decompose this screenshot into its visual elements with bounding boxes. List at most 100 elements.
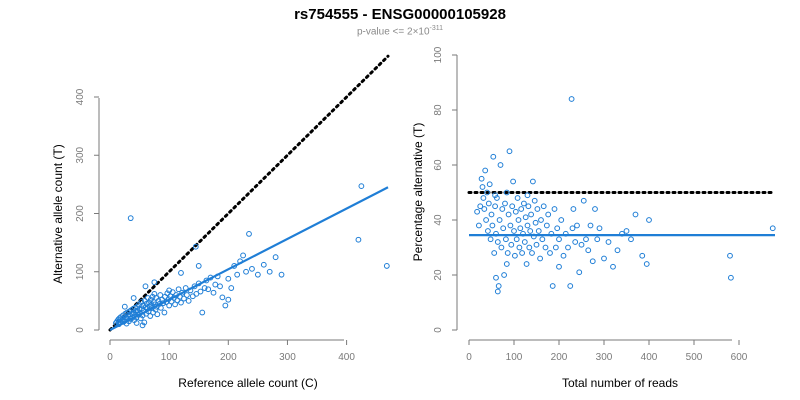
data-point bbox=[504, 250, 511, 256]
data-point bbox=[139, 322, 146, 329]
data-point bbox=[195, 280, 202, 287]
data-point bbox=[532, 219, 539, 226]
data-point bbox=[569, 225, 576, 232]
data-point bbox=[519, 250, 525, 256]
data-point bbox=[137, 315, 144, 322]
y-tick-label: 100 bbox=[433, 46, 444, 63]
panel-allele-counts: 0 100 200 300 400 0 100 200 300 400 Reference al… bbox=[51, 54, 390, 390]
data-point bbox=[520, 230, 526, 237]
x-tick-label: 300 bbox=[279, 352, 296, 363]
data-point bbox=[483, 217, 490, 223]
data-point bbox=[195, 263, 202, 269]
data-point bbox=[529, 250, 535, 256]
data-point bbox=[219, 294, 226, 301]
data-point bbox=[493, 274, 499, 281]
data-point bbox=[551, 206, 558, 212]
data-point bbox=[212, 281, 219, 288]
y-tick-label: 0 bbox=[75, 327, 86, 333]
data-point bbox=[222, 302, 229, 309]
data-point bbox=[728, 274, 734, 281]
data-point bbox=[210, 289, 217, 296]
data-point bbox=[605, 239, 612, 245]
data-point bbox=[501, 272, 508, 278]
data-point bbox=[524, 192, 531, 199]
data-point bbox=[594, 236, 601, 243]
data-point bbox=[480, 195, 487, 201]
data-point bbox=[130, 295, 137, 301]
y-ticks: 0 100 200 300 400 bbox=[75, 88, 99, 333]
x-tick-label: 400 bbox=[338, 352, 355, 363]
data-point bbox=[552, 244, 559, 251]
lines bbox=[108, 54, 390, 332]
data-point bbox=[497, 162, 504, 168]
data-point bbox=[601, 255, 607, 262]
data-point bbox=[540, 203, 547, 210]
data-point bbox=[500, 225, 507, 232]
data-point bbox=[214, 273, 221, 280]
data-point bbox=[157, 304, 164, 311]
data-point bbox=[531, 197, 538, 204]
data-point bbox=[562, 230, 569, 237]
points bbox=[474, 96, 776, 295]
data-point bbox=[266, 268, 273, 275]
data-point bbox=[237, 258, 244, 265]
data-point bbox=[592, 206, 598, 212]
data-point bbox=[155, 297, 162, 304]
data-point bbox=[179, 289, 186, 296]
data-point bbox=[178, 270, 184, 276]
data-point bbox=[503, 236, 509, 243]
data-point bbox=[479, 184, 486, 190]
data-point bbox=[518, 206, 525, 212]
data-point bbox=[576, 269, 583, 276]
data-point bbox=[260, 261, 267, 268]
data-point bbox=[574, 222, 580, 229]
data-point bbox=[272, 254, 279, 261]
data-point bbox=[515, 217, 522, 223]
data-point bbox=[207, 274, 214, 281]
data-point bbox=[537, 255, 543, 262]
data-point bbox=[197, 288, 204, 295]
data-point bbox=[217, 283, 223, 290]
data-point bbox=[484, 189, 490, 196]
data-point bbox=[583, 236, 589, 243]
x-tick-label: 0 bbox=[466, 352, 472, 363]
data-point bbox=[547, 250, 553, 256]
data-point bbox=[502, 200, 508, 207]
data-point bbox=[511, 228, 517, 234]
data-point bbox=[160, 300, 167, 307]
data-point bbox=[157, 292, 164, 298]
data-point bbox=[490, 153, 497, 160]
data-point bbox=[185, 297, 192, 304]
data-point bbox=[578, 241, 585, 248]
data-point bbox=[542, 244, 549, 251]
x-tick-label: 100 bbox=[506, 352, 523, 363]
data-point bbox=[477, 203, 484, 210]
data-point bbox=[482, 167, 489, 174]
data-point bbox=[121, 303, 128, 310]
data-point bbox=[491, 250, 498, 256]
data-point bbox=[187, 287, 194, 294]
pvalue-exponent: -311 bbox=[429, 25, 444, 32]
data-point bbox=[510, 178, 516, 185]
x-tick-label: 200 bbox=[551, 352, 568, 363]
data-point bbox=[355, 236, 362, 243]
data-point bbox=[151, 279, 158, 286]
panel-percentage: 0 100 200 300 400 500 600 0 20 40 60 80 100 Total n… bbox=[411, 46, 777, 390]
data-point bbox=[489, 222, 496, 229]
data-point bbox=[205, 286, 212, 293]
data-point bbox=[147, 313, 154, 319]
data-point bbox=[521, 239, 528, 245]
y-ticks: 0 20 40 60 80 100 bbox=[433, 46, 457, 333]
data-point bbox=[493, 230, 499, 237]
data-point bbox=[505, 211, 512, 218]
points bbox=[113, 183, 390, 329]
x-tick-label: 600 bbox=[731, 352, 748, 363]
data-point bbox=[567, 283, 574, 289]
data-point bbox=[485, 228, 491, 234]
data-point bbox=[530, 233, 537, 240]
data-point bbox=[545, 211, 552, 218]
data-point bbox=[487, 236, 494, 243]
x-ticks: 0 100 200 300 400 bbox=[107, 340, 355, 363]
data-point bbox=[476, 222, 482, 229]
